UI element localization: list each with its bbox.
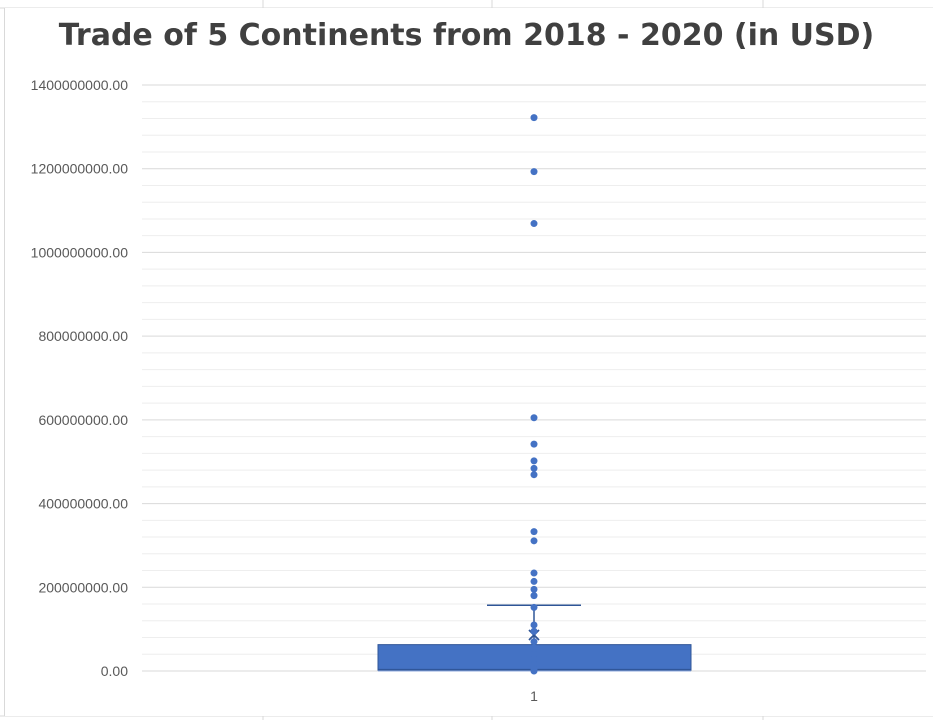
- data-point[interactable]: [530, 471, 538, 479]
- data-point[interactable]: [530, 638, 538, 646]
- y-axis-tick-labels: 0.00 200000000.00 400000000.00 600000000.00…: [31, 77, 129, 679]
- x-axis-tick-labels: 1: [530, 688, 538, 704]
- y-tick-label: 0.00: [101, 663, 128, 679]
- data-point[interactable]: [530, 592, 538, 600]
- data-point[interactable]: [530, 627, 538, 635]
- data-point[interactable]: [530, 457, 538, 465]
- y-tick-label: 1400000000.00: [31, 77, 129, 93]
- data-point[interactable]: [530, 440, 538, 448]
- data-point[interactable]: [530, 114, 538, 122]
- data-point[interactable]: [530, 168, 538, 176]
- data-point[interactable]: [530, 644, 538, 652]
- data-point[interactable]: [530, 585, 538, 593]
- y-tick-label: 400000000.00: [38, 496, 128, 512]
- data-point[interactable]: [530, 621, 538, 629]
- data-points[interactable]: [530, 114, 538, 675]
- data-point[interactable]: [530, 650, 538, 658]
- data-point[interactable]: [530, 577, 538, 585]
- y-tick-label: 1200000000.00: [31, 161, 129, 177]
- x-tick-label: 1: [530, 688, 538, 704]
- data-point[interactable]: [530, 667, 538, 675]
- y-tick-label: 600000000.00: [38, 412, 128, 428]
- data-point[interactable]: [530, 603, 538, 611]
- data-point[interactable]: [530, 464, 538, 472]
- y-tick-label: 800000000.00: [38, 328, 128, 344]
- chart-area[interactable]: [4, 8, 933, 716]
- data-point[interactable]: [530, 569, 538, 577]
- chart-title: Trade of 5 Continents from 2018 - 2020 (…: [58, 18, 875, 53]
- data-point[interactable]: [530, 655, 538, 663]
- data-point[interactable]: [530, 220, 538, 228]
- y-tick-label: 200000000.00: [38, 579, 128, 595]
- data-point[interactable]: [530, 528, 538, 536]
- y-tick-label: 1000000000.00: [31, 244, 129, 260]
- data-point[interactable]: [530, 537, 538, 545]
- data-point[interactable]: [530, 414, 538, 422]
